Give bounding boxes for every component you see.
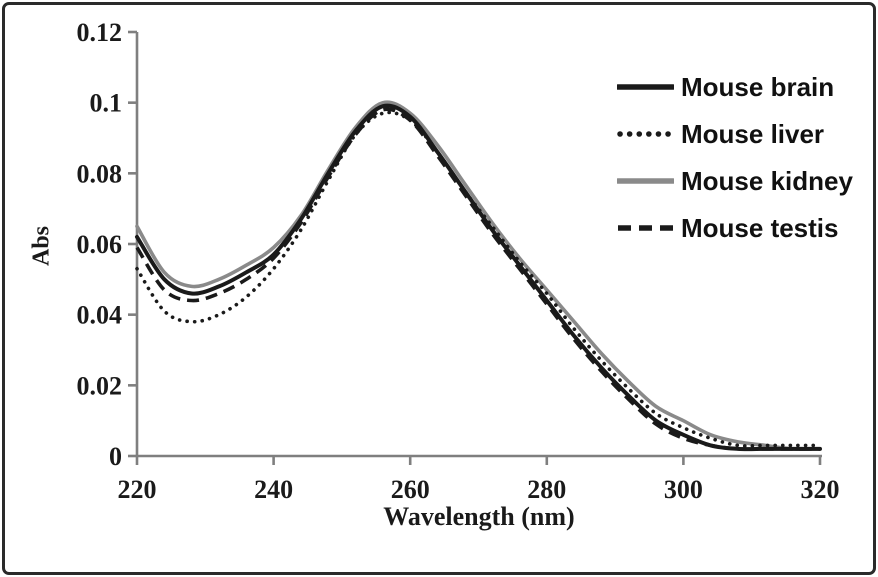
legend-line-mouse-liver-icon [617, 131, 674, 137]
x-tick-label: 280 [527, 475, 566, 504]
legend-item-mouse-brain: Mouse brain [617, 74, 853, 100]
y-tick-label: 0.04 [77, 301, 123, 330]
legend: Mouse brain Mouse liver Mouse kidney Mou… [617, 74, 853, 241]
x-tick-label: 220 [118, 475, 157, 504]
x-tick-label: 300 [664, 475, 703, 504]
tick-labels: 0 0.02 0.04 0.06 0.08 0.1 0.12 220 240 260 280 300 3… [77, 18, 840, 504]
x-tick-label: 260 [391, 475, 430, 504]
x-tick-label: 240 [254, 475, 293, 504]
y-tick-label: 0.02 [77, 371, 123, 400]
y-tick-label: 0 [109, 442, 122, 471]
legend-item-mouse-liver: Mouse liver [617, 121, 853, 147]
legend-label-mouse-kidney: Mouse kidney [681, 166, 853, 196]
y-tick-label: 0.08 [77, 159, 123, 188]
y-tick-label: 0.12 [77, 18, 123, 47]
curve-mouse-kidney [135, 100, 822, 451]
legend-label-mouse-testis: Mouse testis [681, 213, 839, 243]
axes [128, 30, 822, 465]
y-tick-label: 0.06 [77, 230, 123, 259]
legend-label-mouse-brain: Mouse brain [681, 72, 835, 102]
legend-line-mouse-testis-icon [618, 225, 673, 231]
legend-label-mouse-liver: Mouse liver [681, 119, 825, 149]
legend-item-mouse-testis: Mouse testis [617, 215, 853, 241]
legend-line-mouse-kidney-icon [617, 178, 674, 184]
legend-item-mouse-kidney: Mouse kidney [617, 168, 853, 194]
legend-line-mouse-brain-icon [617, 84, 674, 90]
x-axis-title: Wavelength (nm) [383, 502, 575, 531]
curve-mouse-liver [135, 110, 822, 448]
y-tick-label: 0.1 [90, 89, 123, 118]
x-tick-label: 320 [801, 475, 840, 504]
curve-mouse-testis [135, 107, 820, 451]
y-axis-title: Abs [28, 225, 55, 267]
